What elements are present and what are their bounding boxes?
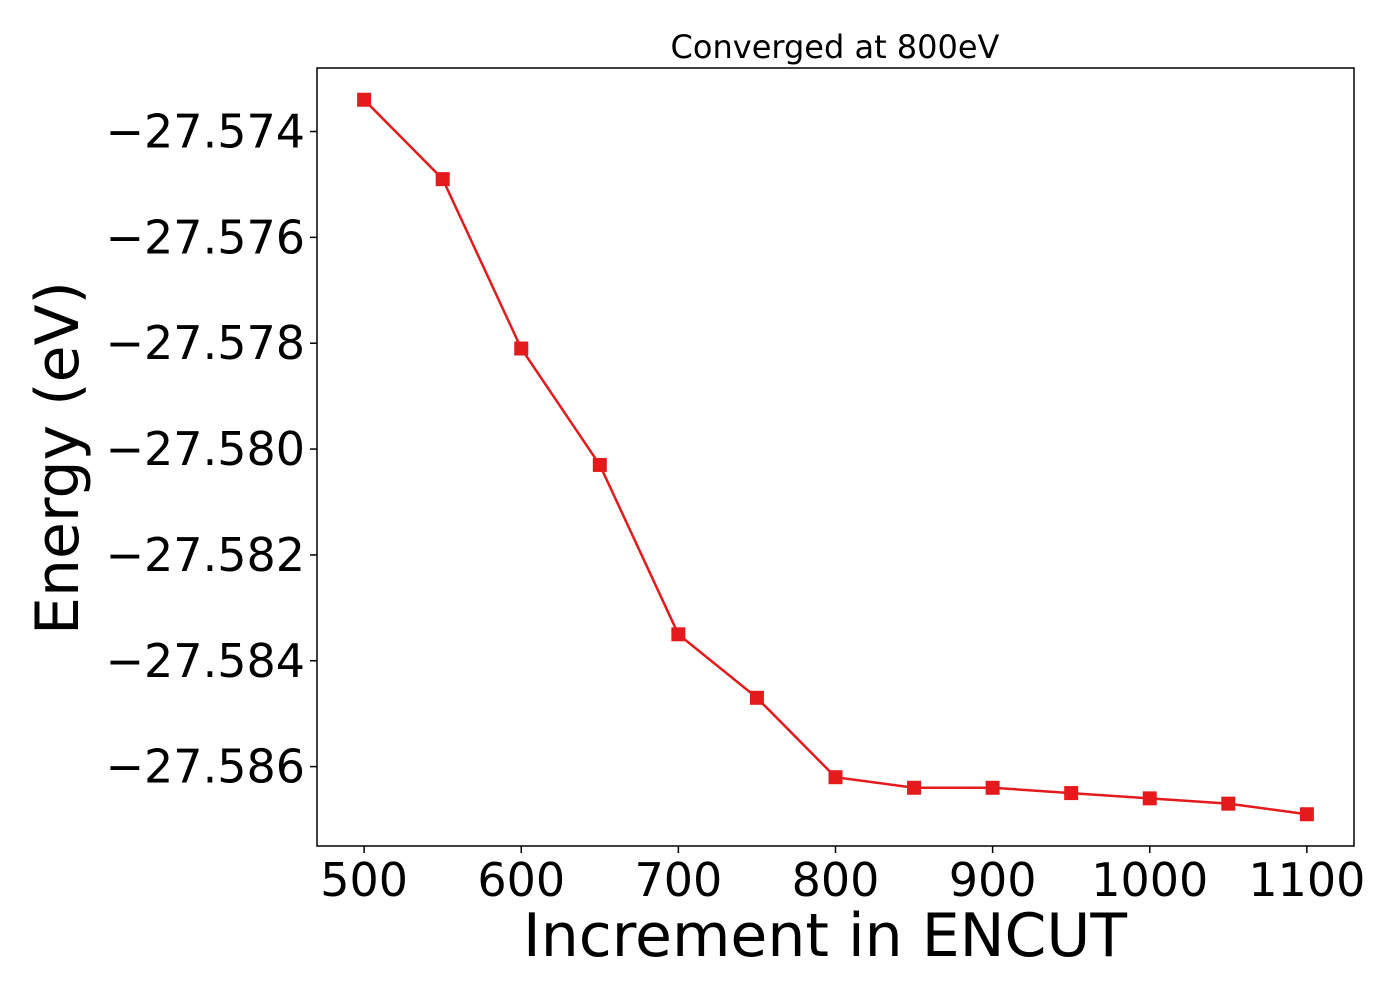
data-point-marker (828, 770, 843, 785)
data-point-marker (357, 92, 372, 107)
data-point-marker (1221, 796, 1236, 811)
y-axis-label: Energy (eV) (23, 281, 93, 635)
data-point-marker (985, 780, 1000, 795)
x-tick-label: 700 (634, 853, 722, 907)
data-point-marker (907, 780, 922, 795)
data-point-marker (514, 341, 529, 356)
data-point-marker (749, 690, 764, 705)
x-tick-label: 1100 (1248, 853, 1365, 907)
y-tick-label: −27.584 (106, 634, 306, 688)
x-tick-label: 1000 (1091, 853, 1208, 907)
x-axis-label: Increment in ENCUT (523, 901, 1127, 971)
y-tick-label: −27.586 (106, 740, 306, 794)
data-point-marker (435, 172, 450, 187)
x-tick-label: 900 (949, 853, 1037, 907)
y-tick-label: −27.574 (106, 105, 306, 159)
data-point-marker (1064, 786, 1079, 801)
chart-title: Converged at 800eV (671, 28, 1000, 66)
y-tick-label: −27.576 (106, 210, 306, 264)
y-tick-label: −27.580 (106, 422, 306, 476)
x-tick-label: 500 (320, 853, 408, 907)
series-line (363, 98, 1308, 816)
x-tick-label: 800 (792, 853, 880, 907)
series-layer (357, 92, 1314, 822)
x-tick-label: 600 (477, 853, 565, 907)
data-point-marker (1142, 791, 1157, 806)
y-tick-label: −27.582 (106, 528, 306, 582)
data-point-marker (1299, 807, 1314, 822)
y-tick-label: −27.578 (106, 316, 306, 370)
y-axis: −27.574 −27.576 −27.578 −27.580 −27.582 −27.5… (106, 105, 317, 794)
data-point-marker (671, 627, 686, 642)
plot-area-frame (316, 67, 1355, 847)
data-point-marker (592, 457, 607, 472)
x-axis: 500 600 700 800 900 1000 1100 (320, 846, 1365, 907)
